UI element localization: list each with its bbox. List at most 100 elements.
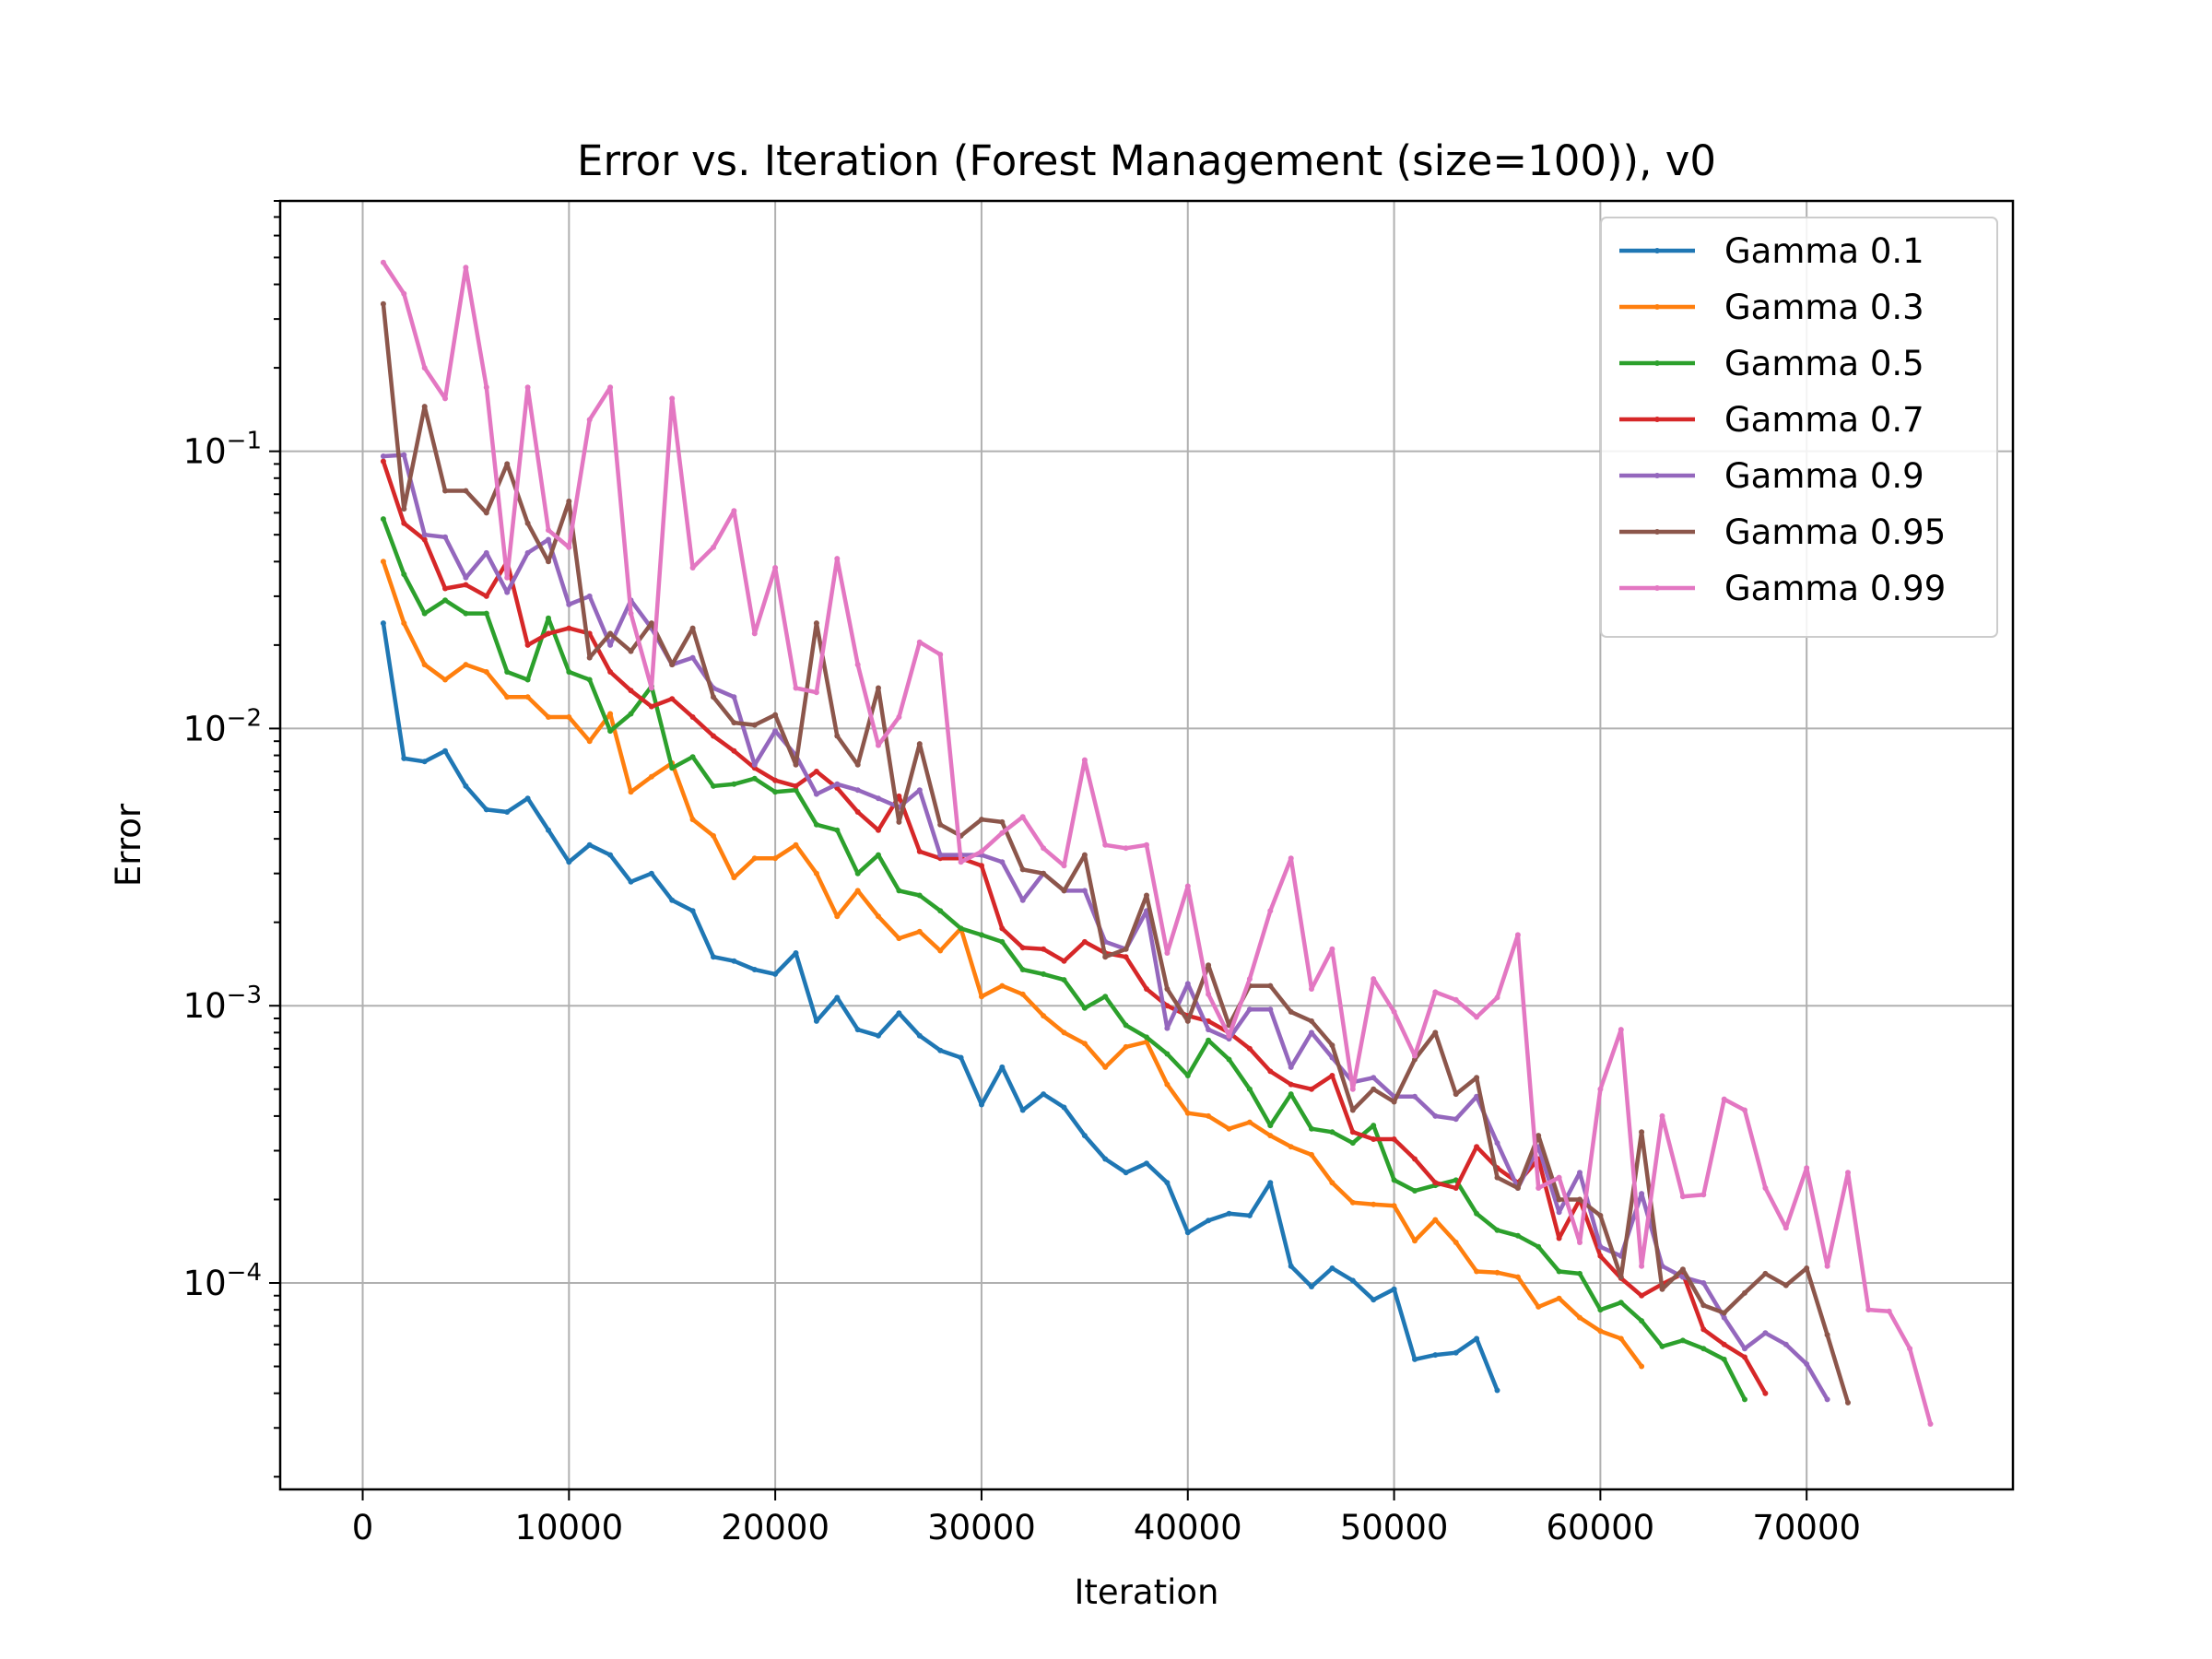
data-point bbox=[586, 654, 593, 661]
data-point bbox=[689, 817, 696, 823]
legend-marker bbox=[1654, 417, 1660, 422]
data-point bbox=[1597, 1307, 1604, 1313]
data-point bbox=[834, 733, 841, 739]
data-point bbox=[916, 787, 923, 794]
data-point bbox=[1226, 1125, 1232, 1132]
chart-title: Error vs. Iteration (Forest Management (… bbox=[577, 136, 1716, 185]
data-point bbox=[711, 694, 716, 700]
data-point bbox=[1804, 1165, 1810, 1171]
data-point bbox=[463, 488, 469, 494]
data-point bbox=[1164, 1180, 1171, 1186]
data-point bbox=[669, 765, 676, 771]
data-point bbox=[979, 848, 984, 854]
data-point bbox=[1597, 1243, 1604, 1250]
data-point bbox=[1556, 1235, 1562, 1241]
data-point bbox=[1329, 1265, 1335, 1271]
data-point bbox=[1474, 1210, 1480, 1217]
data-point bbox=[876, 795, 881, 802]
data-point bbox=[380, 559, 386, 565]
data-point bbox=[1391, 1099, 1397, 1105]
data-point bbox=[876, 852, 881, 858]
series-line bbox=[381, 260, 1933, 1427]
data-point bbox=[1288, 1263, 1294, 1269]
data-point bbox=[1535, 1133, 1542, 1139]
data-point bbox=[916, 848, 923, 854]
data-point bbox=[1371, 1297, 1377, 1303]
data-point bbox=[401, 290, 407, 297]
data-point bbox=[896, 793, 902, 799]
data-point bbox=[1288, 1064, 1294, 1070]
legend-item: Gamma 0.3 bbox=[1619, 288, 1924, 327]
data-point bbox=[628, 648, 634, 654]
data-point bbox=[1267, 1133, 1274, 1139]
data-point bbox=[1081, 1133, 1088, 1139]
data-point bbox=[442, 747, 448, 754]
data-point bbox=[1349, 1129, 1356, 1135]
data-point bbox=[524, 549, 531, 556]
data-point bbox=[1556, 1209, 1562, 1216]
data-point bbox=[1081, 1041, 1088, 1047]
data-point bbox=[711, 733, 716, 739]
data-point bbox=[1474, 1268, 1480, 1275]
data-point bbox=[1659, 1343, 1665, 1349]
data-point bbox=[1371, 1123, 1377, 1129]
data-point bbox=[1412, 1093, 1418, 1100]
data-point bbox=[401, 620, 407, 627]
data-point bbox=[876, 742, 881, 748]
data-point bbox=[607, 728, 614, 735]
data-point bbox=[1123, 845, 1129, 852]
data-point bbox=[1391, 1177, 1397, 1183]
data-point bbox=[648, 870, 654, 877]
data-point bbox=[999, 1064, 1006, 1070]
data-point bbox=[1391, 1136, 1397, 1142]
data-point bbox=[421, 610, 428, 617]
data-point bbox=[1577, 1240, 1583, 1245]
data-point bbox=[1804, 1265, 1810, 1271]
data-point bbox=[546, 630, 551, 637]
data-point bbox=[1804, 1361, 1810, 1367]
data-point bbox=[731, 720, 737, 726]
data-point bbox=[1700, 1346, 1707, 1352]
data-point bbox=[1453, 1240, 1459, 1245]
data-point bbox=[442, 534, 448, 540]
x-tick-label: 0 bbox=[352, 1508, 374, 1547]
data-point bbox=[876, 913, 881, 920]
data-point bbox=[1019, 866, 1026, 873]
data-point bbox=[1453, 1116, 1459, 1123]
data-point bbox=[1474, 1075, 1480, 1081]
data-point bbox=[1494, 1269, 1500, 1276]
data-point bbox=[546, 536, 551, 543]
data-point bbox=[1144, 841, 1149, 848]
data-point bbox=[1412, 1238, 1418, 1244]
data-point bbox=[834, 827, 841, 833]
data-point bbox=[937, 1047, 944, 1053]
data-point bbox=[1783, 1282, 1789, 1288]
x-tick-label: 40000 bbox=[1134, 1508, 1242, 1547]
data-point bbox=[1577, 1270, 1583, 1277]
data-point bbox=[421, 404, 428, 410]
data-point bbox=[793, 787, 799, 794]
series-layer bbox=[380, 259, 1934, 1427]
data-point bbox=[813, 689, 819, 696]
data-point bbox=[1246, 1086, 1253, 1092]
data-point bbox=[586, 677, 593, 683]
data-point bbox=[1762, 1390, 1769, 1396]
data-point bbox=[751, 855, 758, 862]
data-point bbox=[1081, 1005, 1088, 1011]
data-point bbox=[834, 913, 841, 920]
data-point bbox=[1019, 991, 1026, 997]
data-point bbox=[1349, 1199, 1356, 1206]
legend-marker bbox=[1654, 248, 1660, 253]
data-point bbox=[628, 711, 634, 717]
data-point bbox=[896, 888, 902, 894]
data-point bbox=[1061, 958, 1067, 964]
data-point bbox=[793, 761, 799, 768]
data-point bbox=[421, 662, 428, 668]
data-point bbox=[772, 855, 779, 862]
data-point bbox=[504, 461, 511, 467]
data-point bbox=[958, 859, 964, 865]
data-point bbox=[772, 728, 779, 735]
data-point bbox=[999, 830, 1006, 836]
data-point bbox=[483, 610, 489, 617]
data-point bbox=[999, 859, 1006, 865]
